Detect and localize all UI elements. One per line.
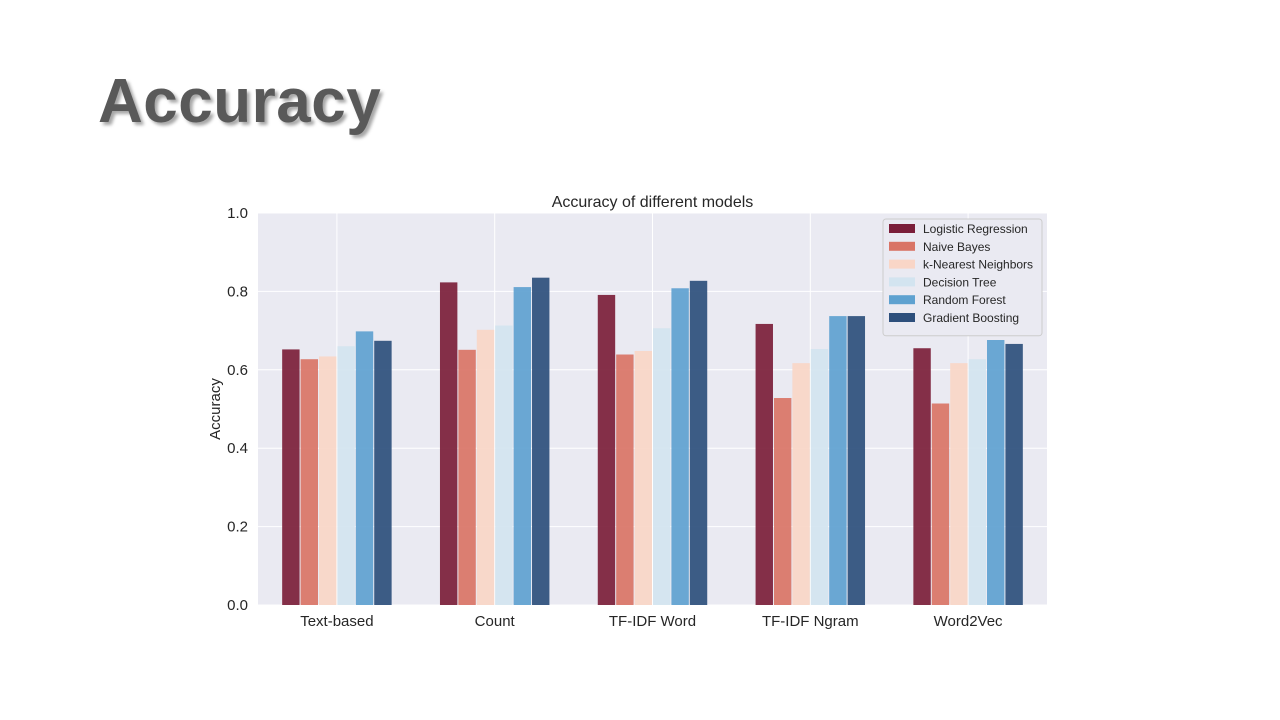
x-tick-label: Word2Vec xyxy=(934,613,1003,630)
bar xyxy=(913,348,931,605)
legend-swatch xyxy=(889,259,915,269)
chart-title: Accuracy of different models xyxy=(552,194,754,211)
bar xyxy=(616,354,634,605)
bar xyxy=(476,329,495,605)
y-tick-label: 0.2 xyxy=(227,519,248,536)
bar xyxy=(689,280,708,605)
legend-swatch xyxy=(889,241,915,251)
legend: Logistic Regression Naive Bayes k-Nearest … xyxy=(882,218,1043,337)
y-tick-labels: 0.0 0.2 0.4 0.6 0.8 1.0 xyxy=(227,205,248,614)
x-tick-label: Text-based xyxy=(300,613,373,630)
legend-entry-label: Naive Bayes xyxy=(923,240,990,254)
y-tick-label: 0.0 xyxy=(227,597,248,614)
bar xyxy=(931,403,950,605)
legend-entry-label: Logistic Regression xyxy=(923,222,1028,236)
bar xyxy=(987,340,1005,605)
bars xyxy=(282,277,1023,605)
legend-entry-label: Decision Tree xyxy=(923,275,997,289)
bar xyxy=(300,359,318,605)
bar xyxy=(634,350,652,605)
bar xyxy=(282,349,300,605)
legend-swatch xyxy=(889,224,915,233)
bar xyxy=(671,288,689,605)
y-tick-label: 0.6 xyxy=(227,362,248,379)
bar xyxy=(950,363,968,605)
bar xyxy=(458,349,476,605)
x-tick-labels: Text-based Count TF-IDF Word TF-IDF Ngram Wo… xyxy=(300,613,1003,630)
slide-title: Accuracy xyxy=(98,67,382,136)
y-tick-label: 1.0 xyxy=(227,205,248,222)
bar xyxy=(653,328,671,605)
legend-box xyxy=(882,218,1043,337)
bar xyxy=(755,323,773,605)
legend-swatch xyxy=(889,295,915,305)
legend-entry-label: Gradient Boosting xyxy=(923,311,1019,325)
bar xyxy=(792,363,810,605)
legend-swatch xyxy=(889,313,915,322)
bar xyxy=(495,325,513,605)
bar xyxy=(829,316,847,605)
y-tick-label: 0.4 xyxy=(227,440,248,457)
bar xyxy=(513,287,532,605)
y-tick-label: 0.8 xyxy=(227,283,248,300)
bar xyxy=(597,294,616,605)
y-axis-label: Accuracy xyxy=(207,378,224,440)
legend-swatch xyxy=(889,277,915,287)
bar xyxy=(337,346,355,605)
bar xyxy=(355,331,374,605)
legend-entry-label: Random Forest xyxy=(923,293,1006,307)
bar xyxy=(810,349,829,605)
bar xyxy=(318,356,337,605)
x-tick-label: TF-IDF Word xyxy=(609,613,696,630)
bar xyxy=(439,282,458,605)
x-tick-label: Count xyxy=(475,613,516,630)
bar xyxy=(968,359,987,605)
bar xyxy=(1005,343,1023,605)
bar xyxy=(374,340,392,605)
bar xyxy=(847,316,866,605)
bar xyxy=(532,277,550,605)
legend-entry-label: k-Nearest Neighbors xyxy=(923,258,1033,272)
bar xyxy=(773,398,792,605)
x-tick-label: TF-IDF Ngram xyxy=(762,613,859,630)
